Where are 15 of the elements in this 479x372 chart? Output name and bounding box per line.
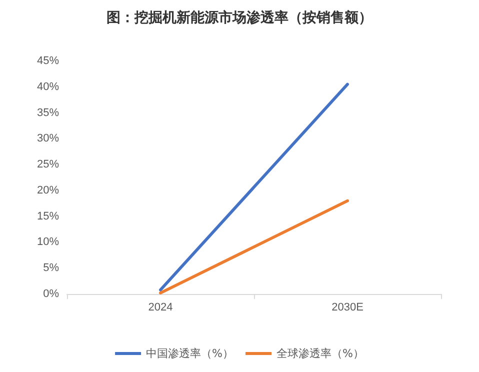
x-tick-label: 2030E — [332, 302, 364, 314]
y-tick-label: 10% — [36, 236, 60, 248]
legend-label: 中国渗透率（%） — [146, 347, 234, 360]
chart-title: 图：挖掘机新能源市场渗透率（按销售额） — [106, 9, 372, 26]
y-tick-label: 20% — [36, 184, 60, 196]
legend-label: 全球渗透率（%） — [276, 347, 364, 360]
y-tick-label: 25% — [36, 158, 60, 171]
y-tick-label: 30% — [36, 132, 60, 145]
x-tick-label: 2024 — [148, 302, 173, 314]
y-tick-label: 45% — [36, 55, 60, 67]
y-tick-label: 15% — [36, 210, 60, 222]
y-tick-label: 40% — [36, 80, 60, 93]
y-tick-label: 0% — [43, 288, 60, 300]
y-tick-label: 35% — [36, 106, 60, 119]
y-tick-label: 5% — [43, 262, 60, 274]
